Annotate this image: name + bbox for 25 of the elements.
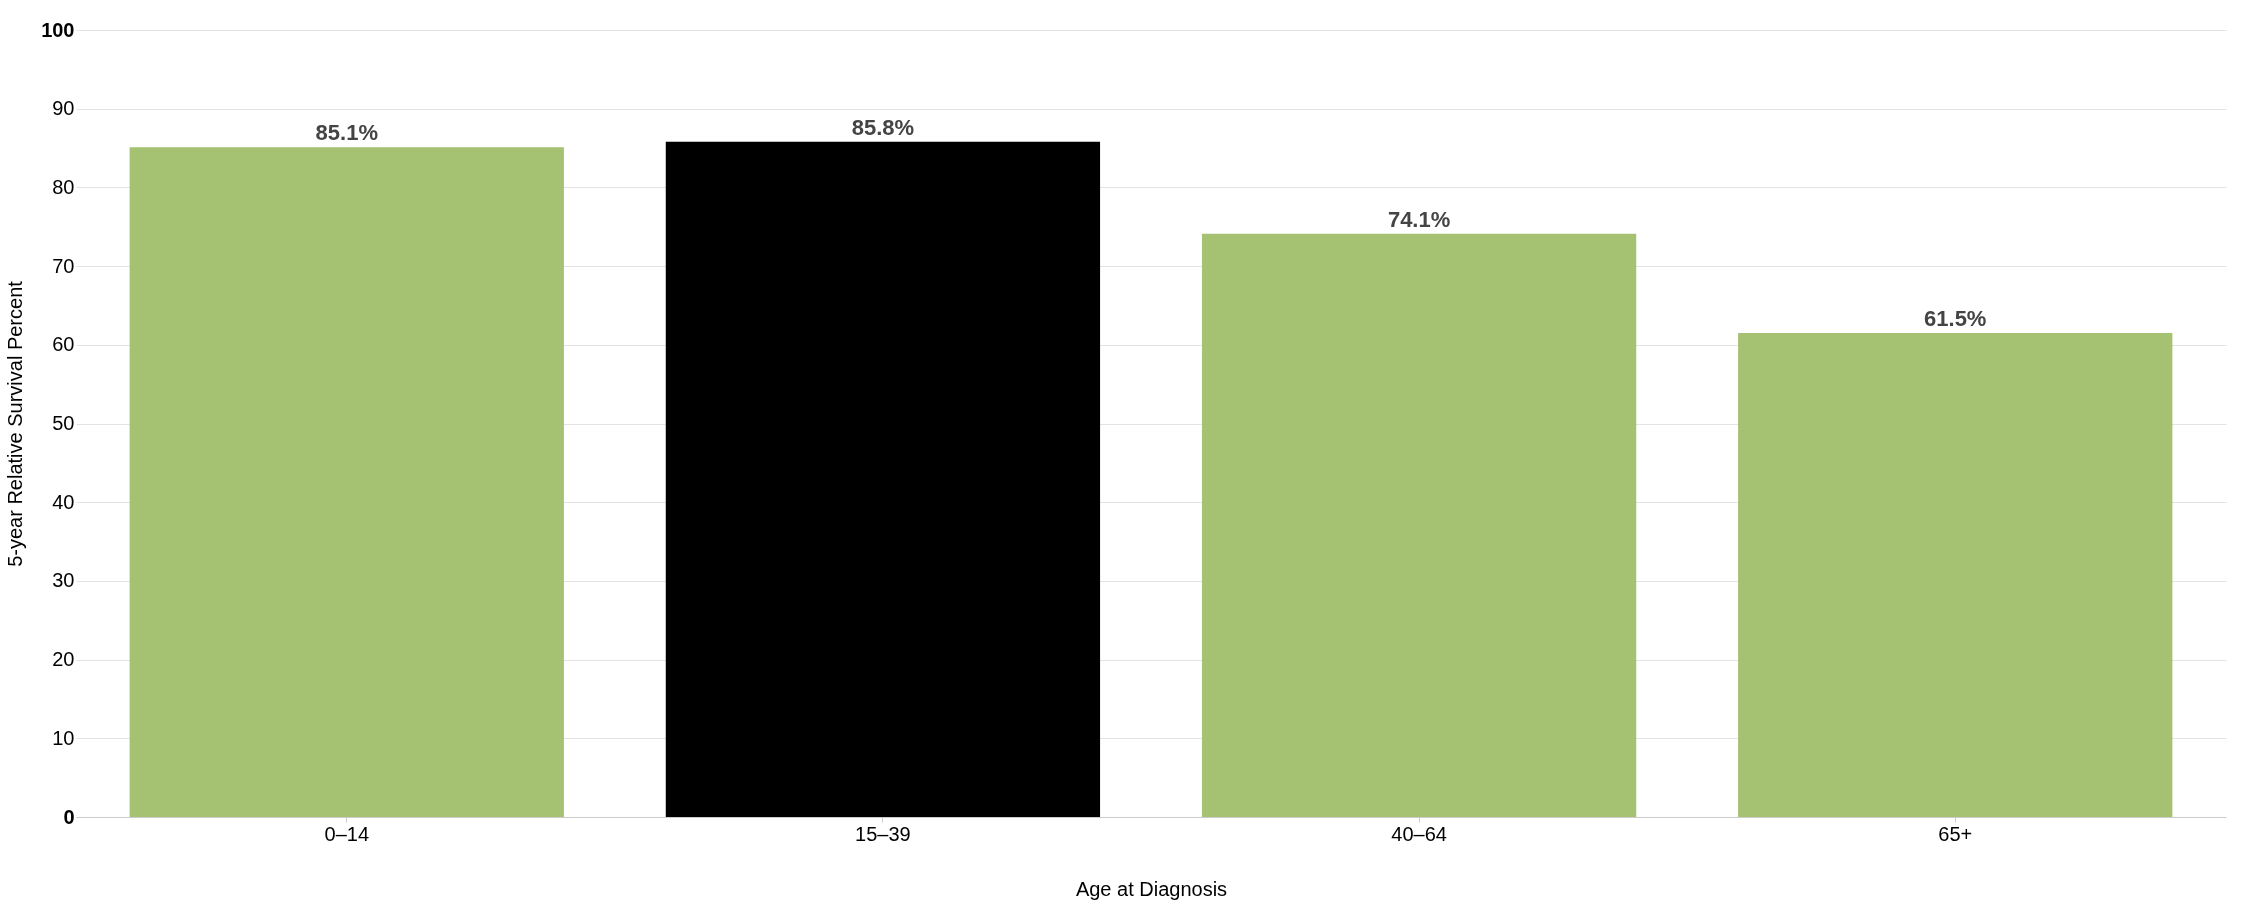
y-tick-label: 70 <box>52 254 75 277</box>
data-label: 74.1% <box>1387 206 1451 232</box>
data-label: 61.5% <box>1924 305 1987 331</box>
y-tick-label: 80 <box>52 175 75 198</box>
x-tick-label: 0–14 <box>324 822 370 845</box>
y-tick-label: 30 <box>52 569 75 592</box>
y-tick-label: 10 <box>52 726 75 749</box>
y-tick-label: 20 <box>52 648 75 671</box>
data-label: 85.8% <box>851 114 915 140</box>
x-tick-label: 40–64 <box>1391 822 1447 845</box>
y-tick-label: 40 <box>52 490 75 513</box>
bar <box>665 141 1101 817</box>
y-tick-label: 90 <box>52 97 75 120</box>
bar <box>129 147 564 817</box>
bar <box>1201 233 1637 817</box>
y-tick-label: 60 <box>52 333 75 356</box>
x-tick-label: 15–39 <box>855 822 911 845</box>
y-tick-label: 100 <box>41 18 75 41</box>
y-axis-title: 5-year Relative Survival Percent <box>4 280 27 567</box>
x-axis-title: Age at Diagnosis <box>1075 877 1228 900</box>
x-tick-label: 65+ <box>1938 822 1973 845</box>
y-tick-label: 50 <box>52 412 75 434</box>
y-tick-label: 0 <box>63 805 75 828</box>
bar <box>1738 333 2173 817</box>
data-label: 85.1% <box>315 120 378 146</box>
